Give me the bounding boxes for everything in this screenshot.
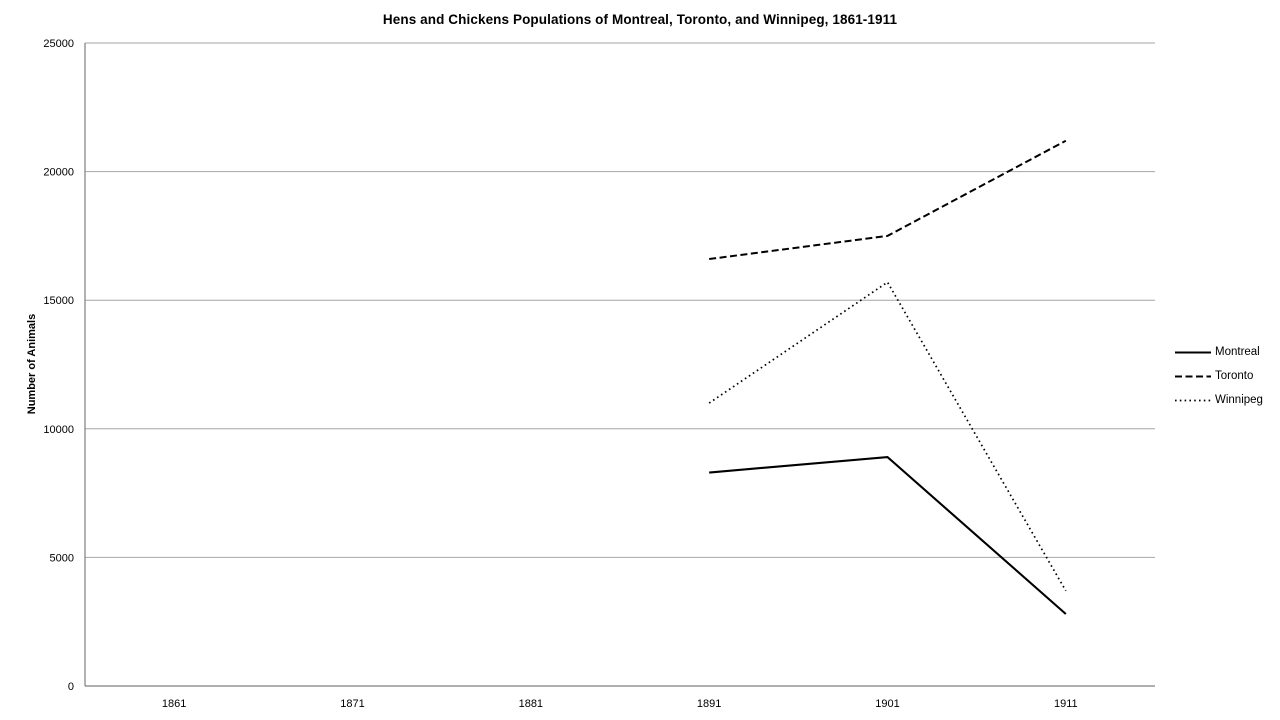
- x-tick-label: 1891: [697, 698, 721, 710]
- x-tick-label: 1881: [519, 698, 543, 710]
- y-tick-label: 0: [68, 681, 74, 693]
- y-tick-label: 20000: [43, 167, 74, 179]
- series-line-montreal: [709, 456, 1067, 615]
- legend-line-sample-winnipeg: [1175, 399, 1211, 401]
- y-tick-label: 25000: [43, 38, 74, 50]
- series-line-toronto: [709, 139, 1067, 261]
- legend-item-montreal: Montreal: [1175, 340, 1263, 364]
- legend-item-winnipeg: Winnipeg: [1175, 388, 1263, 412]
- legend-line-sample-toronto: [1175, 375, 1211, 377]
- legend-label-toronto: Toronto: [1215, 370, 1254, 382]
- x-tick-label: 1911: [1054, 698, 1078, 710]
- y-tick-label: 10000: [43, 424, 74, 436]
- chart-title: Hens and Chickens Populations of Montrea…: [382, 12, 898, 27]
- legend: Montreal Toronto Winnipeg: [1175, 340, 1263, 412]
- x-tick-label: 1871: [340, 698, 364, 710]
- legend-line-sample-montreal: [1175, 350, 1211, 354]
- x-tick-label: 1901: [875, 698, 899, 710]
- legend-label-montreal: Montreal: [1215, 346, 1260, 358]
- x-tick-label: 1861: [162, 698, 186, 710]
- y-tick-label: 15000: [43, 295, 74, 307]
- legend-item-toronto: Toronto: [1175, 364, 1263, 388]
- series-line-winnipeg: [708, 280, 1067, 592]
- legend-label-winnipeg: Winnipeg: [1215, 394, 1263, 406]
- y-tick-label: 5000: [50, 552, 74, 564]
